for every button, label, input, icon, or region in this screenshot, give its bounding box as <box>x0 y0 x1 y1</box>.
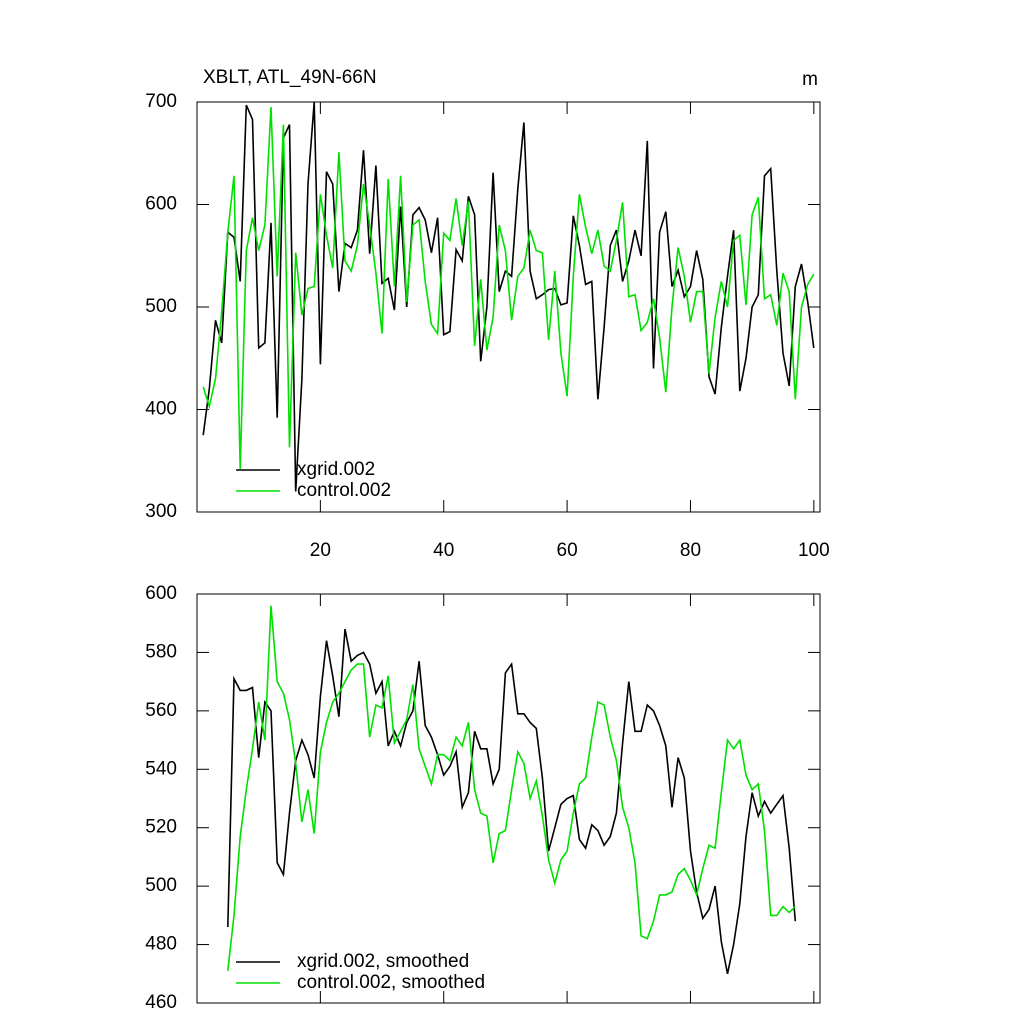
y-tick-label: 480 <box>145 934 177 955</box>
y-tick-label: 500 <box>145 296 177 317</box>
units-label: m <box>802 69 818 90</box>
y-tick-label: 500 <box>145 875 177 896</box>
x-tick-label: 100 <box>798 540 830 561</box>
legend-label: control.002, smoothed <box>297 972 485 993</box>
series-line <box>202 107 815 469</box>
series-line <box>227 628 797 974</box>
legend-label: xgrid.002 <box>297 459 375 480</box>
y-tick-label: 600 <box>145 194 177 215</box>
y-tick-label: 700 <box>145 91 177 112</box>
legend-label: control.002 <box>297 480 391 501</box>
x-tick-label: 20 <box>310 540 331 561</box>
plot-frame <box>196 593 821 1004</box>
series-line <box>227 605 796 971</box>
y-tick-label: 580 <box>145 641 177 662</box>
x-tick-label: 60 <box>557 540 578 561</box>
y-tick-label: 400 <box>145 399 177 420</box>
y-tick-label: 540 <box>145 758 177 779</box>
series-line <box>202 101 815 492</box>
y-tick-label: 520 <box>145 817 177 838</box>
legend-label: xgrid.002, smoothed <box>297 951 469 972</box>
y-tick-label: 600 <box>145 583 177 604</box>
x-tick-label: 80 <box>680 540 701 561</box>
y-tick-label: 300 <box>145 501 177 522</box>
y-tick-label: 460 <box>145 992 177 1013</box>
y-tick-label: 560 <box>145 700 177 721</box>
x-tick-label: 40 <box>433 540 454 561</box>
chart-title: XBLT, ATL_49N-66N <box>203 67 377 88</box>
